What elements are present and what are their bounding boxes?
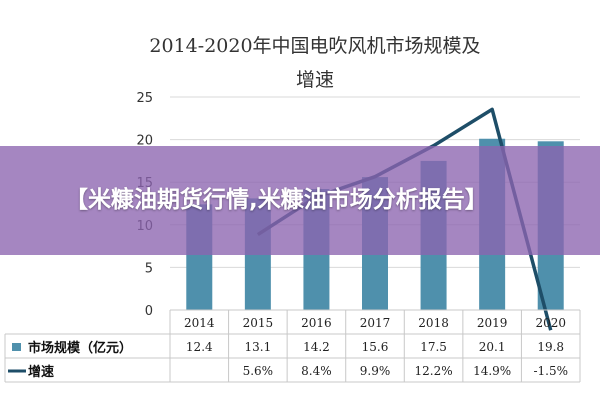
data-label-1-2020: 19.8 <box>537 340 564 354</box>
y-tick-label-5: 5 <box>145 261 153 276</box>
legend-label-2: 增速 <box>28 364 54 380</box>
x-tick-label-2020: 2020 <box>535 316 566 330</box>
y-tick-label-25: 25 <box>136 91 153 106</box>
data-label-1-2016: 14.2 <box>303 340 330 354</box>
data-label-2-2020: -1.5% <box>533 364 568 378</box>
data-label-1-2015: 13.1 <box>244 340 271 354</box>
headline-text[interactable]: 【米糠油期货行情,米糠油市场分析报告】 <box>65 184 535 217</box>
x-tick-label-2014: 2014 <box>184 316 215 330</box>
data-label-2-2017: 9.9% <box>360 364 391 378</box>
x-tick-label-2016: 2016 <box>301 316 332 330</box>
data-label-2-2015: 5.6% <box>243 364 274 378</box>
y-tick-label-0: 0 <box>145 304 153 319</box>
headline-banner[interactable]: 【米糠油期货行情,米糠油市场分析报告】 <box>0 146 600 255</box>
chart-title-line-2: 增速 <box>296 69 334 91</box>
legend-label-1: 市场规模（亿元） <box>28 340 132 356</box>
data-label-2-2019: 14.9% <box>473 364 511 378</box>
chart-title-line-1: 2014-2020年中国电吹风机市场规模及 <box>149 35 480 57</box>
x-tick-label-2017: 2017 <box>360 316 391 330</box>
legend-swatch-bar <box>12 343 21 351</box>
data-label-1-2019: 20.1 <box>479 340 506 354</box>
data-label-1-2014: 12.4 <box>186 340 213 354</box>
x-tick-label-2019: 2019 <box>477 316 508 330</box>
data-label-1-2017: 15.6 <box>362 340 389 354</box>
x-tick-label-2015: 2015 <box>243 316 274 330</box>
x-tick-label-2018: 2018 <box>418 316 449 330</box>
data-label-2-2018: 12.2% <box>415 364 453 378</box>
data-label-1-2018: 17.5 <box>420 340 447 354</box>
data-label-2-2016: 8.4% <box>301 364 332 378</box>
